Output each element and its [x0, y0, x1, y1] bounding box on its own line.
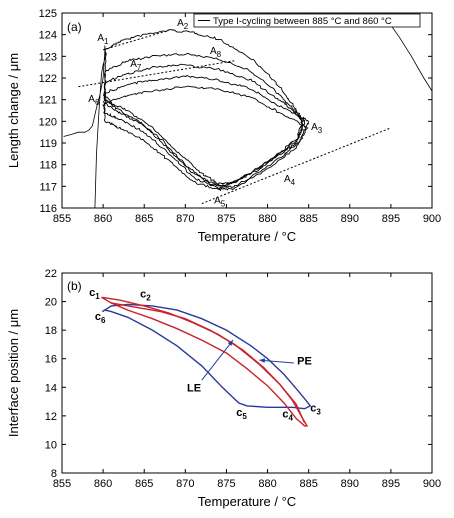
- y-tick-label-0-9: 125: [39, 8, 57, 20]
- annotation-arrowhead-le: [227, 340, 234, 346]
- y-tick-label-1-4: 16: [45, 354, 57, 366]
- cycle-loop-3: [103, 63, 306, 187]
- chart-panel-a: (a) Temperature / °C Length change / μm …: [6, 8, 441, 244]
- point-label-c4: c4: [282, 408, 293, 422]
- x-axis-label-b: Temperature / °C: [198, 494, 296, 509]
- x-tick-label-0-7: 890: [341, 213, 359, 225]
- annotation-arrowhead-pe: [259, 358, 266, 363]
- x-tick-label-1-1: 860: [94, 478, 112, 490]
- series-red-inner: [111, 302, 306, 424]
- y-tick-label-0-3: 119: [39, 138, 57, 150]
- annotation-arrow-le: [201, 339, 234, 381]
- y-tick-label-0-2: 118: [39, 160, 57, 172]
- series-background-trace: [63, 45, 107, 208]
- x-tick-label-1-7: 890: [341, 478, 359, 490]
- point-label-c2: c2: [140, 288, 151, 302]
- x-tick-label-1-3: 870: [176, 478, 194, 490]
- y-tick-label-1-0: 8: [51, 468, 57, 480]
- y-tick-label-0-1: 117: [39, 181, 57, 193]
- x-tick-label-1-6: 885: [299, 478, 317, 490]
- y-tick-label-0-6: 122: [39, 73, 57, 85]
- x-tick-label-0-0: 855: [53, 213, 71, 225]
- x-tick-label-1-8: 895: [382, 478, 400, 490]
- y-tick-label-1-2: 12: [45, 411, 57, 423]
- x-tick-label-1-0: 855: [53, 478, 71, 490]
- x-tick-label-0-2: 865: [135, 213, 153, 225]
- point-label-le: LE: [187, 383, 201, 395]
- legend-box-a: [193, 13, 421, 28]
- x-tick-label-0-5: 880: [258, 213, 276, 225]
- x-tick-label-0-6: 885: [299, 213, 317, 225]
- point-label-a5: A5: [214, 196, 226, 209]
- panel-label-a: (a): [67, 20, 82, 34]
- guide-line-3: [201, 127, 392, 205]
- series-blue-cycle: [101, 303, 312, 410]
- point-label-a4: A4: [284, 174, 296, 187]
- plot-frame-a: [61, 12, 433, 209]
- y-tick-label-1-3: 14: [45, 382, 57, 394]
- x-tick-label-0-3: 870: [176, 213, 194, 225]
- x-tick-label-0-1: 860: [94, 213, 112, 225]
- x-tick-label-1-9: 900: [423, 478, 441, 490]
- point-label-pe: PE: [297, 355, 312, 367]
- chart-panel-b: (b) Temperature / °C Interface position …: [6, 268, 441, 509]
- y-tick-label-0-5: 121: [39, 95, 57, 107]
- point-label-a8: A8: [210, 46, 222, 59]
- x-axis-label-a: Temperature / °C: [198, 229, 296, 244]
- y-tick-label-1-6: 20: [45, 297, 57, 309]
- point-label-c5: c5: [236, 407, 247, 421]
- point-label-a2: A2: [177, 18, 189, 31]
- annotation-arrow-pe: [259, 359, 294, 364]
- point-label-a1: A1: [97, 33, 109, 46]
- y-tick-label-1-5: 18: [45, 325, 57, 337]
- cycle-loop-5: [102, 85, 309, 192]
- x-tick-label-1-4: 875: [217, 478, 235, 490]
- x-tick-label-1-5: 880: [258, 478, 276, 490]
- point-label-c1: c1: [89, 287, 100, 301]
- point-label-a7: A7: [130, 59, 142, 72]
- y-tick-label-0-7: 123: [39, 51, 57, 63]
- cycle-loop-2: [103, 52, 304, 188]
- point-label-a6: A6: [88, 94, 100, 107]
- point-label-a3: A3: [311, 122, 323, 135]
- plot-frame-b: [61, 272, 433, 474]
- y-axis-label-a: Length change / μm: [6, 53, 21, 168]
- cycle-loop-4: [102, 74, 309, 190]
- y-tick-label-1-1: 10: [45, 439, 57, 451]
- legend-entry-a: Type I-cycling between 885 °C and 860 °C: [213, 16, 392, 27]
- x-tick-label-0-4: 875: [217, 213, 235, 225]
- guide-line-1: [102, 29, 170, 51]
- legend-a: Type I-cycling between 885 °C and 860 °C: [193, 13, 421, 28]
- y-axis-label-b: Interface position / μm: [6, 309, 21, 437]
- x-tick-label-0-8: 895: [382, 213, 400, 225]
- point-label-c6: c6: [95, 311, 106, 325]
- y-tick-label-0-4: 120: [39, 116, 57, 128]
- x-tick-label-1-2: 865: [135, 478, 153, 490]
- y-tick-label-0-8: 124: [39, 30, 57, 42]
- y-tick-label-0-0: 116: [39, 203, 57, 215]
- x-tick-label-0-9: 900: [423, 213, 441, 225]
- y-tick-label-1-7: 22: [45, 268, 57, 280]
- cycle-loop-1: [103, 29, 304, 185]
- panel-label-b: (b): [67, 279, 82, 293]
- point-label-c3: c3: [310, 403, 321, 417]
